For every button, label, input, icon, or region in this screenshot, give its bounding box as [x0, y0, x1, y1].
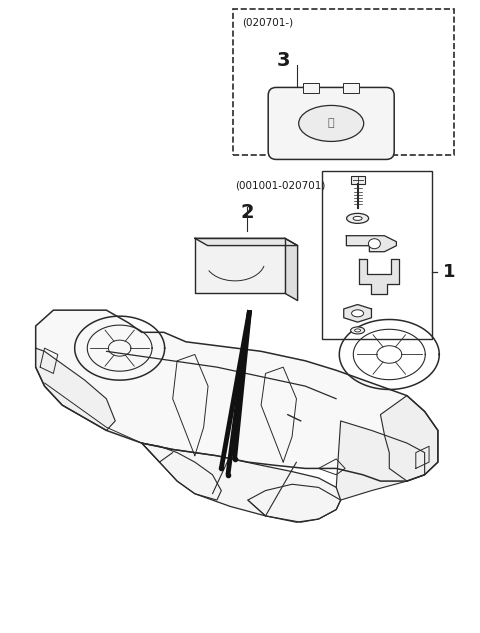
- Polygon shape: [142, 443, 341, 522]
- Ellipse shape: [351, 310, 364, 317]
- Text: (020701-): (020701-): [242, 17, 294, 27]
- Bar: [322, 171, 432, 339]
- Polygon shape: [36, 310, 438, 481]
- Bar: [350, 177, 365, 184]
- Polygon shape: [195, 239, 298, 246]
- Ellipse shape: [369, 239, 381, 249]
- Polygon shape: [285, 239, 298, 301]
- Polygon shape: [359, 258, 399, 294]
- Bar: [343, 84, 359, 94]
- Text: (001001-020701): (001001-020701): [235, 180, 325, 191]
- Bar: [233, 9, 454, 155]
- Ellipse shape: [350, 327, 365, 334]
- Text: 3: 3: [276, 51, 290, 70]
- Text: 2: 2: [240, 203, 254, 222]
- Polygon shape: [36, 348, 115, 430]
- Text: 1: 1: [443, 263, 455, 281]
- Ellipse shape: [353, 216, 362, 220]
- Polygon shape: [344, 304, 372, 322]
- Polygon shape: [336, 421, 425, 500]
- Polygon shape: [381, 396, 438, 481]
- Ellipse shape: [299, 106, 364, 141]
- Ellipse shape: [355, 329, 360, 332]
- Ellipse shape: [347, 213, 369, 223]
- Polygon shape: [347, 235, 396, 252]
- FancyBboxPatch shape: [268, 87, 394, 160]
- Bar: [303, 84, 319, 94]
- Text: 沿: 沿: [328, 118, 335, 128]
- Polygon shape: [195, 239, 285, 293]
